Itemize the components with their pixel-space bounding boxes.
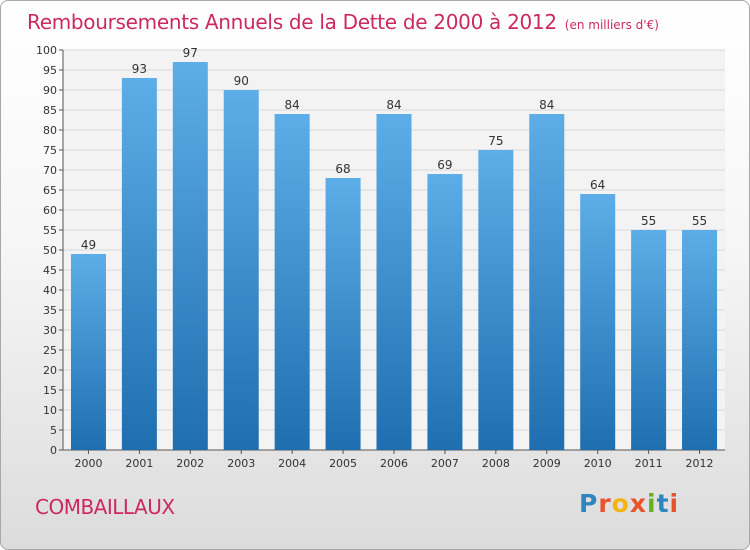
x-tick-label: 2002 (176, 457, 204, 470)
bar (427, 174, 463, 450)
y-tick-label: 20 (43, 364, 57, 377)
bar (529, 114, 565, 450)
x-tick-label: 2012 (686, 457, 714, 470)
bars (70, 62, 718, 450)
data-label: 93 (132, 62, 147, 76)
y-tick-label: 95 (43, 64, 57, 77)
data-label: 69 (437, 158, 452, 172)
y-tick-label: 60 (43, 204, 57, 217)
x-tick-label: 2006 (380, 457, 408, 470)
y-tick-label: 10 (43, 404, 57, 417)
chart-title: Remboursements Annuels de la Dette de 20… (27, 10, 659, 34)
y-tick-label: 55 (43, 224, 57, 237)
bar (223, 90, 259, 450)
bar (631, 230, 667, 450)
proxiti-logo: Proxiti (579, 489, 679, 518)
data-label: 68 (335, 162, 350, 176)
data-label: 84 (386, 98, 401, 112)
y-tick-label: 75 (43, 144, 57, 157)
data-label: 84 (285, 98, 300, 112)
bar (70, 254, 106, 450)
y-tick-label: 85 (43, 104, 57, 117)
y-tick-label: 5 (50, 424, 57, 437)
x-tick-label: 2010 (584, 457, 612, 470)
logo-letter: r (598, 489, 612, 518)
bar (682, 230, 718, 450)
data-label: 64 (590, 178, 605, 192)
logo-letter: t (656, 489, 670, 518)
y-tick-label: 40 (43, 284, 57, 297)
y-tick-label: 70 (43, 164, 57, 177)
bar (172, 62, 208, 450)
data-label: 75 (488, 134, 503, 148)
logo-letter: i (669, 489, 680, 518)
y-tick-label: 30 (43, 324, 57, 337)
y-tick-label: 90 (43, 84, 57, 97)
y-tick-label: 35 (43, 304, 57, 317)
bar (478, 150, 514, 450)
logo-letter: x (629, 489, 647, 518)
x-tick-label: 2003 (227, 457, 255, 470)
data-label: 90 (234, 74, 249, 88)
y-tick-label: 0 (50, 444, 57, 457)
x-tick-label: 2005 (329, 457, 357, 470)
commune-name: COMBAILLAUX (35, 495, 175, 519)
y-tick-label: 25 (43, 344, 57, 357)
x-tick-label: 2007 (431, 457, 459, 470)
y-tick-label: 100 (36, 44, 57, 57)
x-tick-label: 2011 (635, 457, 663, 470)
logo-letter: i (647, 489, 657, 518)
y-tick-label: 50 (43, 244, 57, 257)
labels: 0 5 10 15 20 25 30 35 40 45 50 55 60 65 70 75 80 85 90 95 10… (36, 44, 714, 470)
bar (121, 78, 157, 450)
x-tick-label: 2009 (533, 457, 561, 470)
data-label: 55 (641, 214, 656, 228)
x-tick-label: 2001 (125, 457, 153, 470)
bar (376, 114, 412, 450)
x-tick-label: 2008 (482, 457, 510, 470)
logo-letter: P (579, 489, 599, 518)
chart-title-text: Remboursements Annuels de la Dette de 20… (27, 10, 557, 34)
x-tick-label: 2000 (74, 457, 102, 470)
data-label: 55 (692, 214, 707, 228)
bar (274, 114, 310, 450)
data-label: 97 (183, 46, 198, 60)
data-label: 84 (539, 98, 554, 112)
y-tick-label: 45 (43, 264, 57, 277)
logo-letter: o (611, 489, 630, 518)
bar (325, 178, 361, 450)
chart-unit: (en milliers d'€) (564, 18, 659, 32)
y-tick-label: 80 (43, 124, 57, 137)
bar (580, 194, 616, 450)
x-tick-label: 2004 (278, 457, 306, 470)
data-label: 49 (81, 238, 96, 252)
y-tick-label: 15 (43, 384, 57, 397)
y-tick-label: 65 (43, 184, 57, 197)
